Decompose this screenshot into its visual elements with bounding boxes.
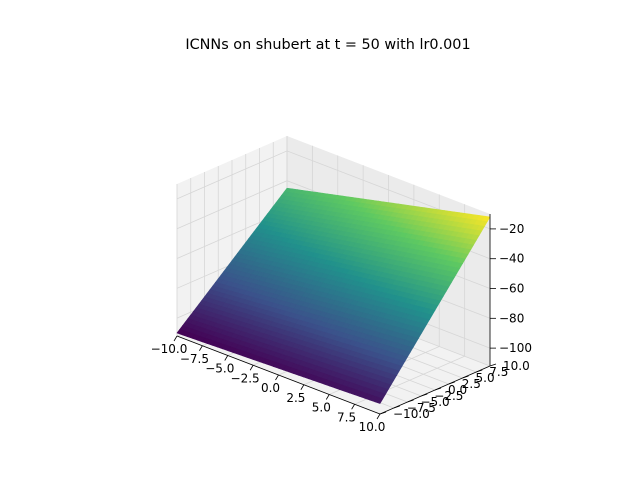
x-tick-label: −5.0 (205, 362, 234, 376)
surface-plot (176, 187, 491, 404)
y-tick (379, 411, 387, 415)
chart-title: ICNNs on shubert at t = 50 with lr0.001 (185, 37, 470, 53)
z-tick-label: −80 (499, 311, 524, 325)
x-tick-label: 2.5 (286, 391, 305, 405)
x-tick (275, 374, 279, 381)
y-tick-label: 2.5 (462, 377, 481, 391)
y-tick-label: 5.0 (476, 371, 495, 385)
y-tick-label: −7.5 (407, 401, 436, 415)
x-tick (173, 335, 178, 342)
surface-patch (374, 396, 384, 404)
z-tick-label: −60 (499, 282, 524, 296)
x-tick (351, 404, 355, 410)
y-tick (448, 381, 455, 385)
x-tick-label: −2.5 (231, 371, 260, 385)
x-tick-label: 10.0 (359, 420, 386, 434)
y-tick (489, 363, 497, 367)
x-tick-label: 0.0 (261, 381, 280, 395)
x-tick-label: 5.0 (312, 401, 331, 415)
tick-labels: −10.0−7.5−5.0−2.50.02.55.07.510.0−10.0−7… (151, 222, 532, 434)
y-tick-label: 0.0 (448, 383, 467, 397)
y-tick (476, 369, 483, 373)
y-tick-label: −5.0 (421, 395, 450, 409)
x-tick (376, 413, 381, 420)
y-tick-label: −2.5 (434, 389, 463, 403)
y-tick (393, 405, 400, 409)
y-tick (407, 399, 414, 403)
x-tick-label: −7.5 (180, 352, 209, 366)
y-tick-label: 7.5 (489, 365, 508, 379)
x-tick (224, 355, 229, 361)
x-tick (249, 365, 254, 371)
y-tick (434, 387, 442, 391)
x-tick (325, 394, 330, 400)
y-tick (462, 375, 469, 379)
x-tick (300, 384, 305, 390)
tick-marks (173, 228, 497, 420)
z-gridline (176, 150, 491, 230)
x-tick-label: 7.5 (337, 410, 356, 424)
y-tick-label: 10.0 (503, 359, 530, 373)
z-tick-label: −100 (499, 341, 532, 355)
x-tick (199, 345, 203, 351)
y-tick (421, 393, 428, 397)
x-tick-label: −10.0 (151, 342, 188, 356)
z-tick-label: −40 (499, 252, 524, 266)
z-tick-label: −20 (499, 222, 524, 236)
y-tick-label: −10.0 (393, 407, 430, 421)
